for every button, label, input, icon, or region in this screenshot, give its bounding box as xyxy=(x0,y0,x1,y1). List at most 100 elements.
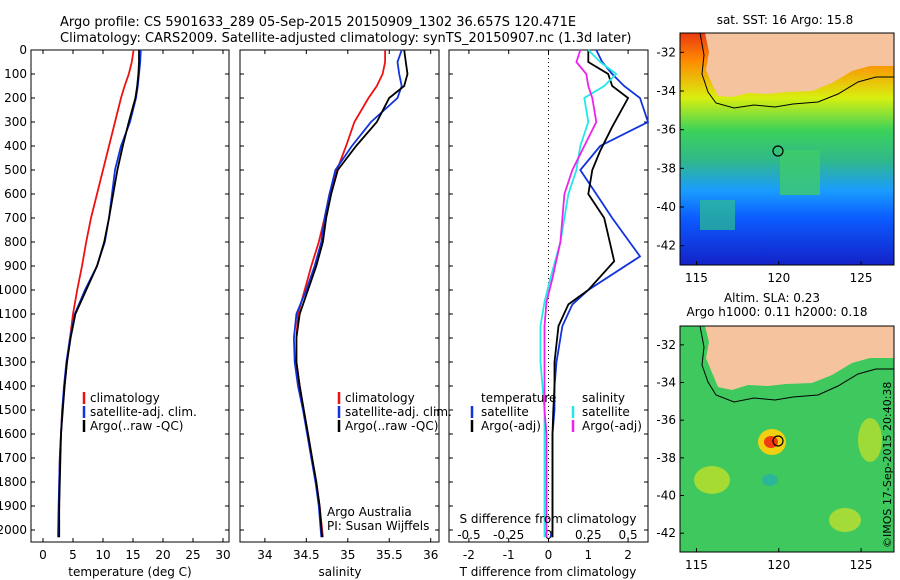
map-x-tick-label: 120 xyxy=(767,558,790,572)
map-x-tick-label: 125 xyxy=(850,558,873,572)
temperature-plot: 0 5 10 15 20 25 30 xyxy=(31,49,231,562)
salinity-xlabel: salinity xyxy=(318,565,361,579)
map-y-tick-label: -42 xyxy=(656,239,676,253)
sst-map-frame xyxy=(679,32,895,266)
difference-legend-temperature-argo: Argo(-adj) xyxy=(481,419,541,433)
map-y-tick-label: -40 xyxy=(656,200,676,214)
temperature-x-tick-label: 30 xyxy=(215,548,230,562)
salinity-x-tick-label: 34.5 xyxy=(293,548,320,562)
sst-land xyxy=(705,33,894,97)
depth-tick-label: 1800 xyxy=(0,475,27,489)
salinity-difference-tick-label: 0.25 xyxy=(575,528,602,542)
depth-tick-label: 600 xyxy=(4,187,27,201)
depth-tick-label: 1000 xyxy=(0,283,27,297)
sst-map-title: sat. SST: 16 Argo: 15.8 xyxy=(717,13,854,27)
difference-legend-salinity-argo: Argo(-adj) xyxy=(582,419,642,433)
difference-series-salinity-argo-adj xyxy=(543,49,598,538)
depth-tick-label: 0 xyxy=(19,43,27,57)
depth-tick-label: 300 xyxy=(4,115,27,129)
sla-coast-contour xyxy=(699,326,894,403)
depth-tick-label: 1700 xyxy=(0,451,27,465)
sst-coast-contour xyxy=(699,33,894,109)
depth-tick-label: 1600 xyxy=(0,427,27,441)
temperature-x-tick-label: 25 xyxy=(185,548,200,562)
depth-tick-label: 1400 xyxy=(0,379,27,393)
difference-legend-temperature-header: temperature xyxy=(481,391,556,405)
sla-anomaly xyxy=(829,508,861,532)
difference-x-tick-label: 2 xyxy=(624,548,632,562)
salinity-series-satellite-adj-clim xyxy=(292,49,403,538)
sla-land xyxy=(705,326,894,390)
temperature-x-tick-label: 20 xyxy=(155,548,170,562)
difference-series-temperature-argo-adj xyxy=(551,50,630,538)
map-y-tick-label: -34 xyxy=(656,376,676,390)
sla-anomaly xyxy=(762,474,778,486)
sst-map: 115 120 125 -32 -34 -36 -38 -40 -42 xyxy=(656,32,895,285)
difference-xlabel: T difference from climatology xyxy=(459,565,637,579)
map-x-tick-label: 125 xyxy=(850,271,873,285)
salinity-difference-tick-label: -0.5 xyxy=(457,528,480,542)
difference-x-tick-label: 1 xyxy=(584,548,592,562)
depth-tick-label: 200 xyxy=(4,91,27,105)
sst-map-axes: 115 120 125 -32 -34 -36 -38 -40 -42 xyxy=(656,45,872,285)
salinity-legend-climatology: climatology xyxy=(345,391,415,405)
temperature-series-climatology xyxy=(57,49,135,538)
sla-anomaly xyxy=(694,466,730,494)
depth-tick-label: 900 xyxy=(4,259,27,273)
map-y-tick-label: -38 xyxy=(656,451,676,465)
difference-series-temperature-satellite xyxy=(549,49,650,538)
map-x-tick-label: 115 xyxy=(685,558,708,572)
depth-axis: 0 100 200 300 400 500 600 700 800 900 1000 1100 1200… xyxy=(0,43,27,537)
salinity-legend: climatology satellite-adj. clim. Argo(..… xyxy=(337,391,452,433)
depth-tick-label: 500 xyxy=(4,163,27,177)
difference-top-xlabel: S difference from climatology xyxy=(460,512,637,526)
sla-argo-position-marker xyxy=(772,435,784,447)
salinity-x-tick-label: 36 xyxy=(423,548,438,562)
temperature-panel-frame xyxy=(30,49,230,543)
salinity-legend-satellite: satellite-adj. clim. xyxy=(345,405,452,419)
depth-tick-label: 1500 xyxy=(0,403,27,417)
salinity-difference-tick-label: -0.25 xyxy=(493,528,524,542)
map-x-tick-label: 115 xyxy=(685,271,708,285)
depth-tick-label: 2000 xyxy=(0,523,27,537)
sst-patch xyxy=(700,200,735,230)
temperature-x-tick-label: 10 xyxy=(95,548,110,562)
salinity-x-tick-label: 35 xyxy=(340,548,355,562)
difference-x-tick-label: -2 xyxy=(463,548,475,562)
difference-legend: temperature satellite Argo(-adj) salinit… xyxy=(470,391,642,433)
salinity-series-climatology xyxy=(295,50,387,538)
temperature-x-tick-label: 15 xyxy=(125,548,140,562)
temperature-series-argo-raw-qc xyxy=(58,50,140,538)
map-y-tick-label: -32 xyxy=(656,45,676,59)
sst-patch xyxy=(780,150,820,195)
salinity-annotation-line2: PI: Susan Wijffels xyxy=(327,519,429,533)
sla-map-frame xyxy=(679,325,895,553)
sla-anomaly-core xyxy=(764,436,778,448)
salinity-annotation-line1: Argo Australia xyxy=(327,505,412,519)
temperature-legend-argo: Argo(..raw -QC) xyxy=(90,419,183,433)
depth-tick-label: 400 xyxy=(4,139,27,153)
salinity-plot: 34 34.5 35 35.5 36 xyxy=(240,49,439,562)
salinity-series-argo-raw-qc xyxy=(295,49,409,538)
map-y-tick-label: -32 xyxy=(656,338,676,352)
depth-tick-label: 100 xyxy=(4,67,27,81)
depth-tick-label: 700 xyxy=(4,211,27,225)
salinity-legend-argo: Argo(..raw -QC) xyxy=(345,419,438,433)
map-x-tick-label: 120 xyxy=(767,271,790,285)
depth-tick-label: 800 xyxy=(4,235,27,249)
depth-tick-label: 1200 xyxy=(0,331,27,345)
map-y-tick-label: -38 xyxy=(656,161,676,175)
sla-map-axes: 115 120 125 -32 -34 -36 -38 -40 -42 xyxy=(656,338,872,572)
difference-legend-temperature-satellite: satellite xyxy=(481,405,529,419)
map-y-tick-label: -36 xyxy=(656,413,676,427)
temperature-legend: climatology satellite-adj. clim. Argo(..… xyxy=(82,391,197,433)
sst-argo-position-marker xyxy=(772,145,784,157)
sla-map-subtitle: Argo h1000: 0.11 h2000: 0.18 xyxy=(687,305,868,319)
difference-legend-salinity-satellite: satellite xyxy=(582,405,630,419)
salinity-panel-frame xyxy=(239,49,440,543)
salinity-x-tick-label: 35.5 xyxy=(376,548,403,562)
depth-tick-label: 1900 xyxy=(0,499,27,513)
credit-text: ©IMOS 17-Sep-2015 20:40:38 xyxy=(881,382,894,548)
